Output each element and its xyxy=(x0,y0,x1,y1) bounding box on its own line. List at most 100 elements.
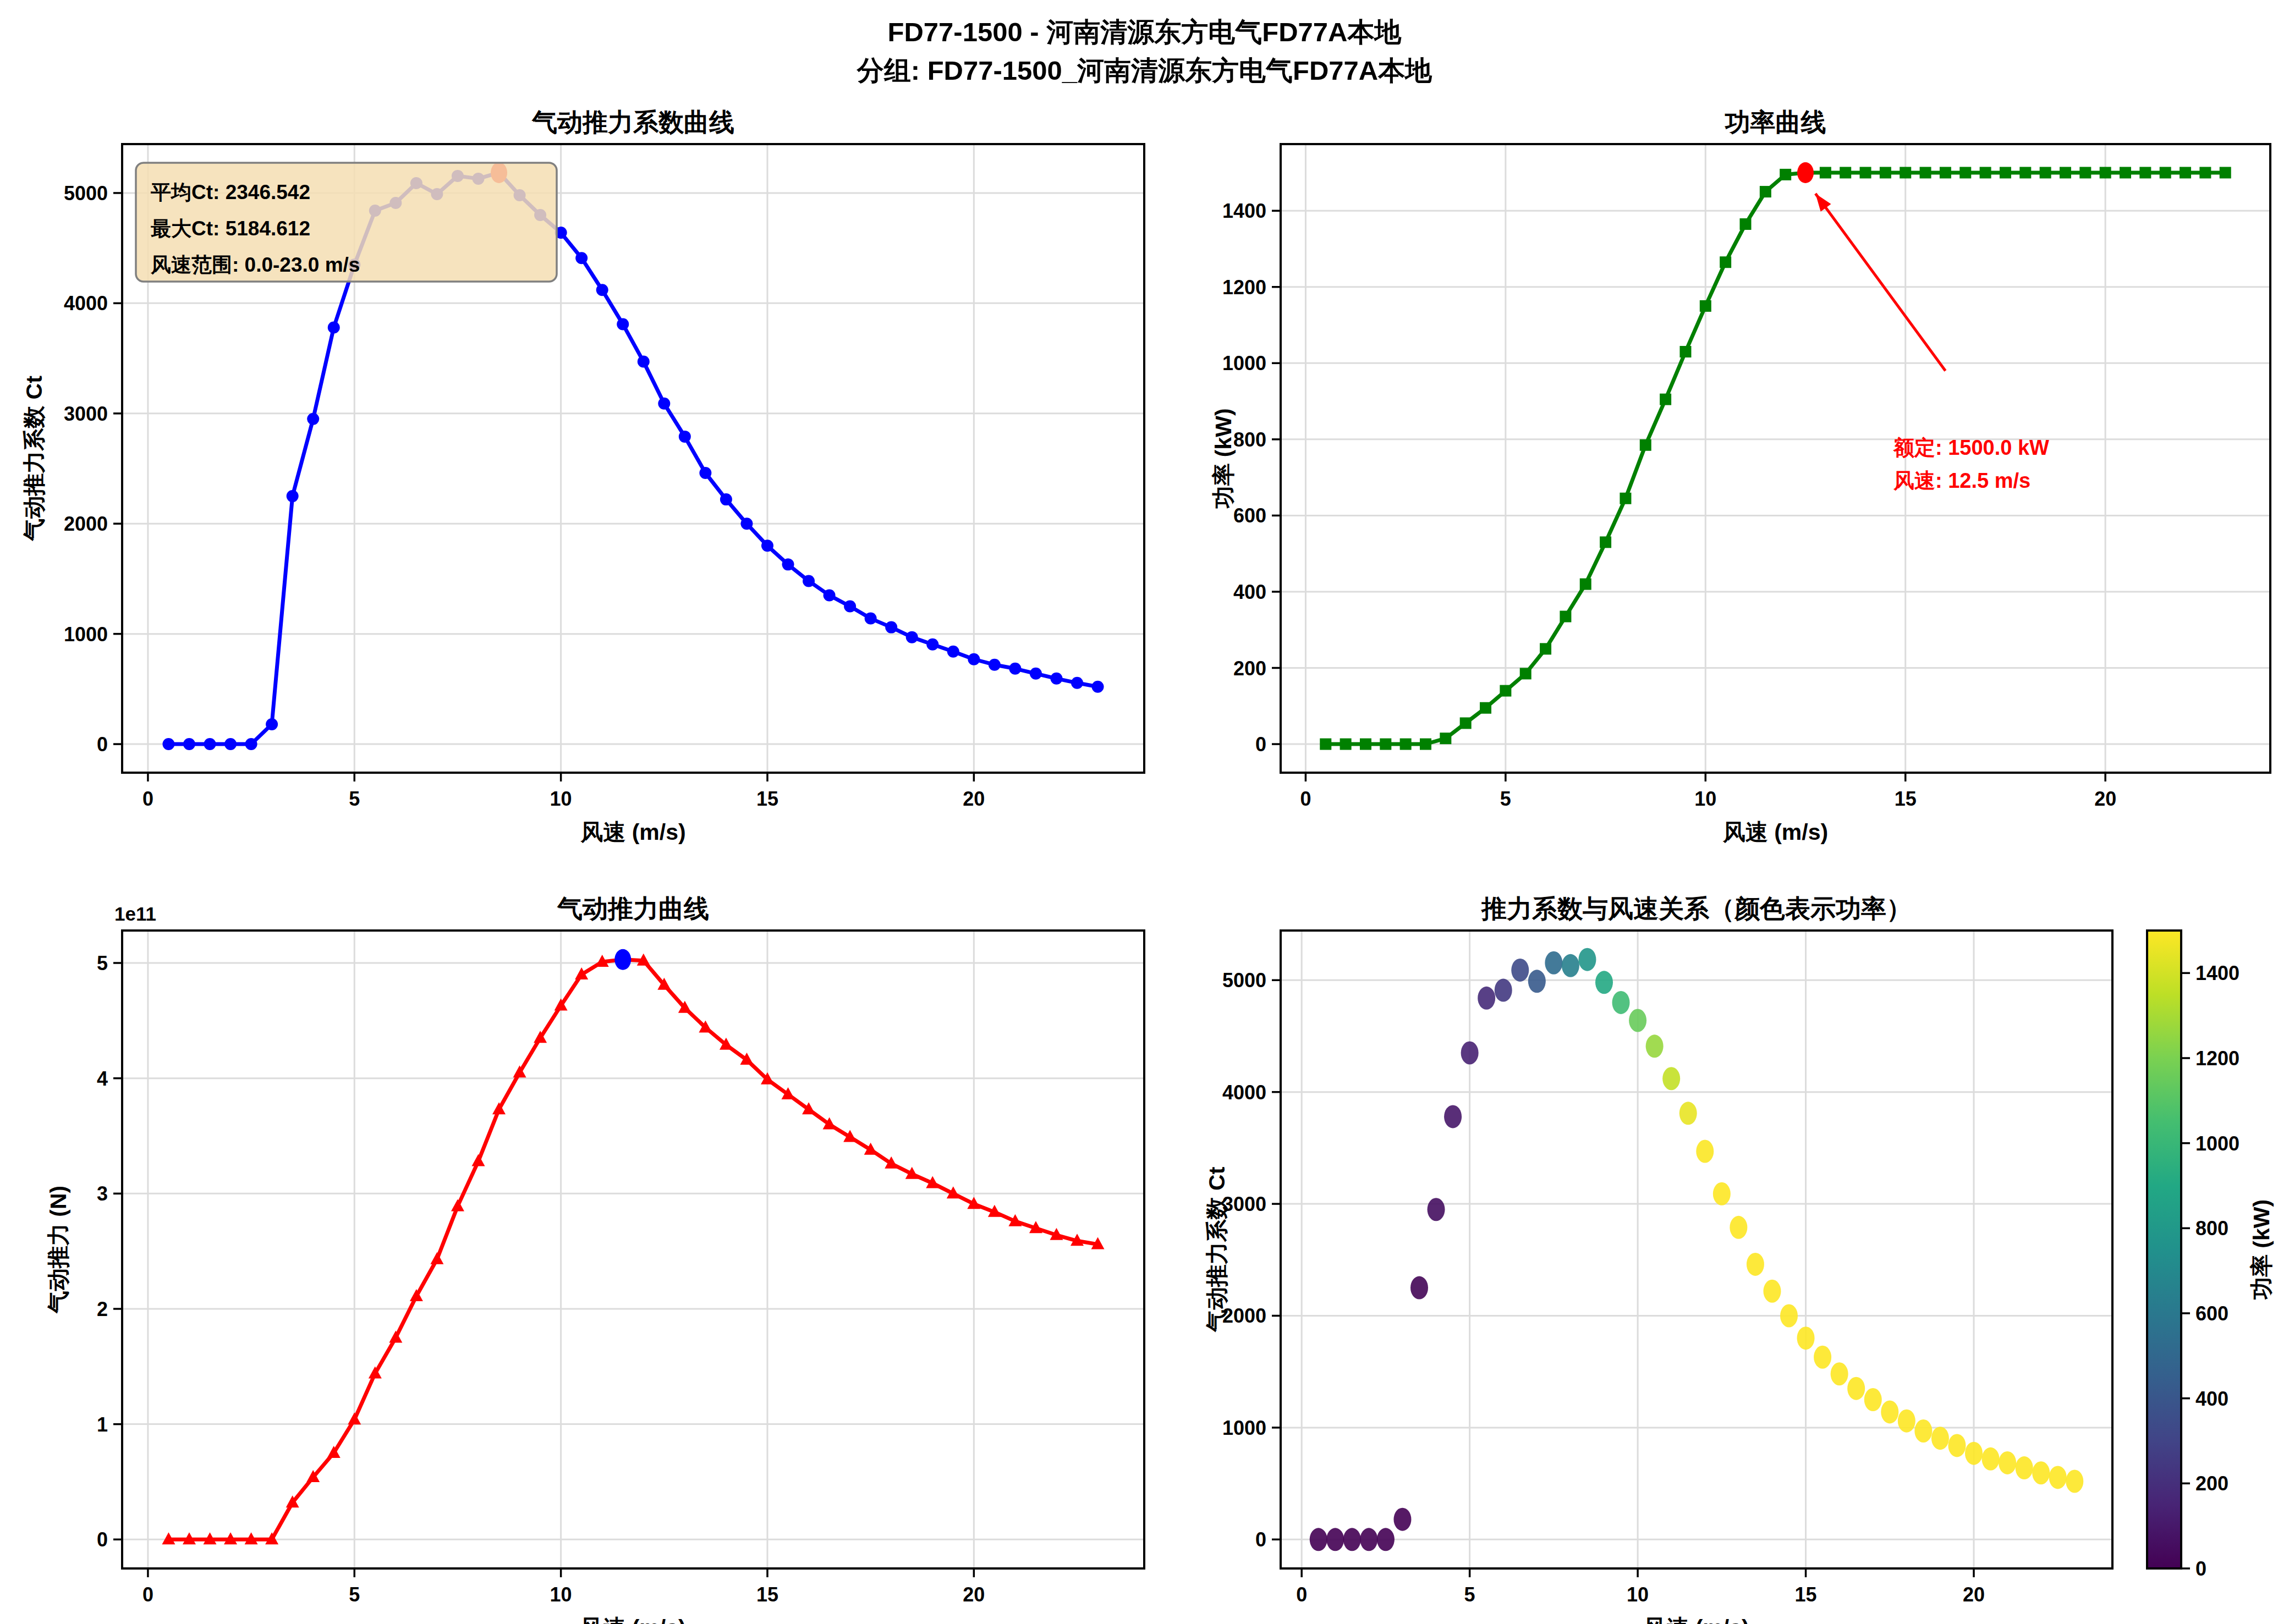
scatter-point xyxy=(1326,1528,1344,1551)
scatter-point xyxy=(1696,1139,1714,1163)
scatter-points xyxy=(1310,948,2084,1551)
y-axis-label: 气动推力系数 Ct xyxy=(21,376,47,542)
y-axis-label: 气动推力 (N) xyxy=(46,1186,71,1314)
x-tick-label: 10 xyxy=(550,1583,572,1606)
axes-frame xyxy=(1281,931,2112,1568)
ticks: 05101520012345 xyxy=(97,952,985,1606)
y-tick-label: 4 xyxy=(97,1067,108,1090)
y-tick-label: 0 xyxy=(97,1528,108,1551)
x-tick-label: 10 xyxy=(1694,788,1716,810)
scatter-point xyxy=(1646,1034,1664,1058)
scatter-point xyxy=(1898,1410,1915,1433)
scatter-point xyxy=(1948,1434,1966,1457)
scatter-point xyxy=(1562,954,1579,977)
colorbar-tick-label: 1000 xyxy=(2195,1132,2239,1155)
x-tick-label: 20 xyxy=(963,1583,985,1606)
thrust_curve-markers xyxy=(162,953,1104,1545)
colorbar-tick-label: 400 xyxy=(2195,1388,2228,1410)
y-tick-label: 0 xyxy=(1255,733,1266,756)
x-tick-label: 5 xyxy=(1500,788,1511,810)
power_curve-markers xyxy=(1320,167,2231,750)
grid xyxy=(1281,144,2270,773)
scatter-point xyxy=(1814,1346,1831,1369)
figure-subtitle: 分组: FD77-1500_河南清源东方电气FD77A本地 xyxy=(0,53,2289,89)
x-tick-label: 0 xyxy=(1296,1583,1307,1606)
y-tick-label: 1 xyxy=(97,1413,108,1436)
scatter-point xyxy=(1763,1280,1781,1303)
y-tick-label: 1400 xyxy=(1222,200,1266,222)
scatter-point xyxy=(1881,1400,1898,1423)
ticks: 051015200200400600800100012001400 xyxy=(1222,200,2116,810)
scatter-point xyxy=(2049,1466,2067,1489)
plot-title: 气动推力系数曲线 xyxy=(531,108,734,136)
y-tick-label: 0 xyxy=(1255,1528,1266,1551)
y-tick-label: 4000 xyxy=(64,292,108,315)
scatter-point xyxy=(1511,959,1529,982)
charts-canvas: 平均Ct: 2346.542最大Ct: 5184.612风速范围: 0.0-23… xyxy=(0,0,2289,1624)
info-box: 平均Ct: 2346.542最大Ct: 5184.612风速范围: 0.0-23… xyxy=(136,163,557,282)
y-axis-offset-text: 1e11 xyxy=(114,903,156,924)
y-axis-label: 功率 (kW) xyxy=(1211,408,1236,509)
axes-frame xyxy=(122,931,1144,1568)
plot-ct_power_scatter: 05101520010002000300040005000推力系数与风速关系（颜… xyxy=(1204,894,2112,1624)
grid xyxy=(1281,931,2112,1568)
scatter-point xyxy=(1797,1326,1815,1350)
x-tick-label: 5 xyxy=(349,788,360,810)
scatter-point xyxy=(1999,1451,2016,1474)
power_curve-line xyxy=(1326,173,2225,744)
y-tick-label: 600 xyxy=(1233,504,1266,527)
scatter-point xyxy=(1595,971,1613,994)
x-tick-label: 5 xyxy=(349,1583,360,1606)
info-box-line: 平均Ct: 2346.542 xyxy=(150,181,310,203)
scatter-point xyxy=(1360,1528,1377,1551)
scatter-point xyxy=(1461,1041,1479,1064)
plot-ct_curve: 平均Ct: 2346.542最大Ct: 5184.612风速范围: 0.0-23… xyxy=(21,108,1144,845)
scatter-point xyxy=(1662,1067,1680,1090)
plot-title: 功率曲线 xyxy=(1725,108,1826,136)
x-axis-label: 风速 (m/s) xyxy=(580,1615,685,1624)
x-axis-label: 风速 (m/s) xyxy=(1643,1615,1749,1624)
scatter-point xyxy=(1679,1102,1697,1125)
info-box-line: 最大Ct: 5184.612 xyxy=(151,217,310,240)
scatter-point xyxy=(1528,970,1546,993)
plot-power_curve: 额定: 1500.0 kW风速: 12.5 m/s051015200200400… xyxy=(1211,108,2270,845)
scatter-point xyxy=(1982,1447,2000,1471)
x-tick-label: 10 xyxy=(1627,1583,1649,1606)
axes-frame xyxy=(1281,144,2270,773)
y-tick-label: 400 xyxy=(1233,581,1266,603)
scatter-point xyxy=(1730,1216,1747,1239)
y-axis-label: 气动推力系数 Ct xyxy=(1204,1166,1229,1333)
figure: FD77-1500 - 河南清源东方电气FD77A本地 分组: FD77-150… xyxy=(0,0,2289,1624)
x-tick-label: 20 xyxy=(1963,1583,1985,1606)
scatter-point xyxy=(1747,1253,1764,1276)
scatter-point xyxy=(1864,1388,1882,1411)
x-tick-label: 15 xyxy=(1795,1583,1817,1606)
y-tick-label: 800 xyxy=(1233,428,1266,451)
colorbar-tick-label: 600 xyxy=(2195,1302,2228,1325)
colorbar-tick-label: 1200 xyxy=(2195,1047,2239,1070)
y-tick-label: 1200 xyxy=(1222,276,1266,299)
x-tick-label: 20 xyxy=(963,788,985,810)
x-tick-label: 10 xyxy=(550,788,572,810)
ticks: 05101520010002000300040005000 xyxy=(1222,969,1985,1606)
scatter-point xyxy=(1444,1105,1462,1128)
scatter-point xyxy=(1310,1528,1327,1551)
thrust_curve-peak-marker xyxy=(614,949,631,970)
scatter-point xyxy=(1495,979,1512,1002)
scatter-point xyxy=(1965,1442,1983,1465)
x-tick-label: 5 xyxy=(1464,1583,1475,1606)
scatter-point xyxy=(1831,1362,1848,1385)
figure-title: FD77-1500 - 河南清源东方电气FD77A本地 xyxy=(0,14,2289,51)
scatter-point xyxy=(1377,1528,1395,1551)
plot-title: 气动推力曲线 xyxy=(557,894,709,923)
scatter-point xyxy=(1713,1182,1731,1205)
x-axis-label: 风速 (m/s) xyxy=(580,819,685,845)
colorbar-tick-label: 1400 xyxy=(2195,962,2239,984)
scatter-point xyxy=(1629,1009,1646,1032)
scatter-point xyxy=(1428,1198,1445,1221)
y-tick-label: 200 xyxy=(1233,657,1266,680)
rated-annotation-line: 风速: 12.5 m/s xyxy=(1893,469,2030,492)
x-tick-label: 0 xyxy=(142,1583,153,1606)
scatter-point xyxy=(1343,1528,1361,1551)
y-tick-label: 0 xyxy=(97,733,108,756)
